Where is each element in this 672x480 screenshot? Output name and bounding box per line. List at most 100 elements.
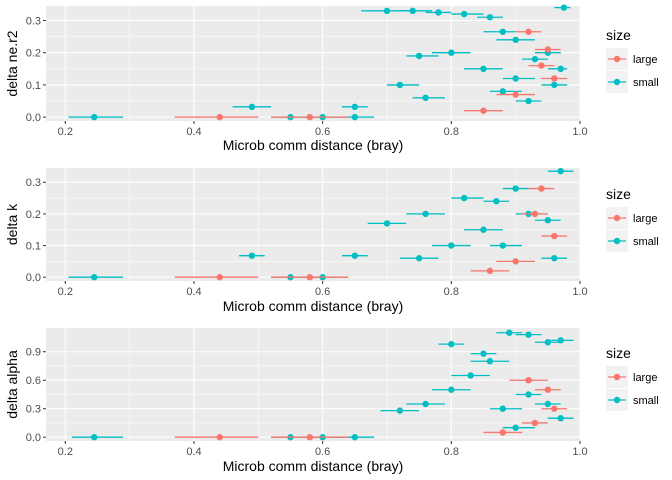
point-small [547,337,574,344]
data-point [525,377,532,384]
point-small [367,220,407,227]
data-point [544,217,552,224]
point-small [483,198,510,205]
x-tick-label: 0.2 [58,286,73,298]
data-point [480,350,487,357]
point-large [528,62,555,69]
x-tick-label: 0.2 [58,126,73,138]
y-tick-label: 0.1 [26,80,41,92]
point-large [271,274,349,281]
data-point [383,7,391,15]
point-large [470,267,510,275]
point-large [174,274,259,281]
data-point [512,91,519,98]
point-small [68,274,124,281]
legend-title: size [606,345,631,361]
data-point [448,386,455,393]
data-point [551,405,558,412]
legend-title: size [606,27,631,43]
x-tick-label: 0.6 [315,286,330,298]
y-tick-label: 0.6 [26,375,41,387]
point-small [71,434,124,441]
data-point [525,391,532,398]
point-large [483,429,523,436]
legend-entry-large: large [606,48,657,70]
data-point [551,81,558,89]
data-point [499,242,506,249]
point-large [509,377,548,384]
panel-2: 0.2 0.4 0.6 0.8 1.0 0.0 0.1 0.2 0.3 Microb comm d… [4,167,659,314]
point-small [432,386,471,393]
data-point [512,185,519,192]
point-small [412,94,445,102]
x-tick-label: 0.8 [444,126,459,138]
point-small [515,97,542,105]
y-axis-title: delta k [4,203,20,245]
point-large [464,107,503,114]
data-point [557,65,564,73]
x-axis-title: Microb comm distance (bray) [223,137,404,153]
panel-1: 0.2 0.4 0.6 0.8 1.0 0.0 0.1 0.2 0.3 Microb comm d… [4,4,659,153]
point-small [547,167,574,175]
point-small [451,372,490,379]
data-point [512,75,519,82]
data-point [499,28,506,35]
data-point [499,405,506,412]
data-point [396,407,404,414]
data-point [531,55,539,63]
point-small [496,329,523,336]
point-large [271,113,349,121]
point-small [232,103,272,111]
data-point [448,242,455,249]
data-point [383,220,391,227]
point-small [489,405,523,412]
point-small [406,400,445,408]
data-point [486,267,494,275]
x-tick-label: 0.2 [58,446,73,458]
point-large [522,210,548,218]
y-tick-label: 0.9 [26,347,41,359]
y-tick-label: 0.0 [26,272,41,284]
y-tick-label: 0.0 [26,112,41,124]
y-axis-title: delta ne.r2 [4,30,20,96]
point-small [341,103,368,111]
legend-key-point [613,237,621,245]
data-point [248,103,256,111]
data-point [512,36,519,44]
data-point [435,9,442,16]
point-small [470,350,497,357]
data-point [422,210,429,218]
data-point [544,386,552,393]
point-large [541,75,568,82]
point-small [406,52,439,60]
data-point [551,232,558,240]
data-point [460,10,468,18]
data-point [248,252,256,259]
point-small [547,65,568,73]
point-small [380,407,420,414]
data-point [538,62,545,69]
legend-key-point [613,396,621,404]
panel-3: 0.2 0.4 0.6 0.8 1.0 0.0 0.3 0.6 0.9 Microb comm d… [4,328,659,474]
point-small [489,242,523,249]
x-tick-label: 1.0 [572,446,587,458]
data-point [538,185,545,192]
y-tick-label: 0.3 [26,177,41,189]
data-point [531,419,539,427]
legend-key-point [613,373,621,381]
data-point [351,103,359,111]
point-small [477,14,503,21]
data-point [216,434,223,441]
point-large [522,419,548,427]
data-point [486,14,494,21]
panel-background [46,6,580,121]
data-point [486,358,494,365]
y-tick-label: 0.3 [26,404,41,416]
data-point [422,94,429,102]
legend-entry-large: large [606,366,657,388]
data-point [460,194,468,202]
point-small [432,242,471,249]
